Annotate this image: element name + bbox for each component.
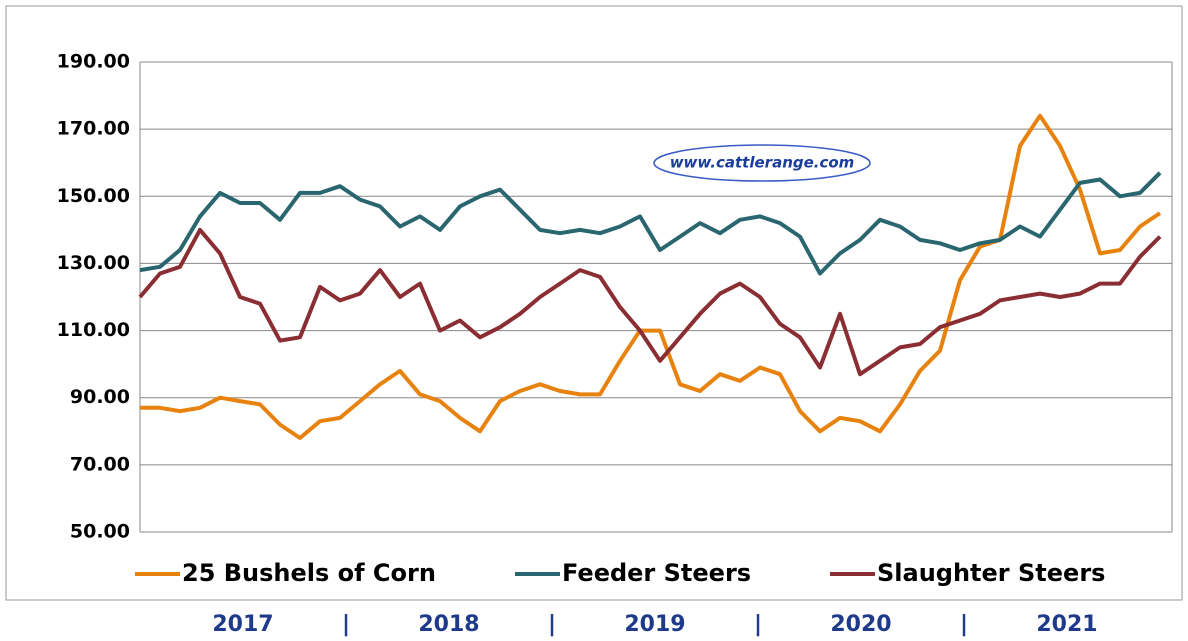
x-label: 2020 [830,612,891,637]
line-series [138,227,1162,377]
x-separator: | [342,612,350,637]
x-label: 2019 [624,612,685,637]
y-tick-label: 110.00 [57,319,130,341]
y-tick-label: 130.00 [57,252,130,274]
line-series [139,171,1162,276]
y-tick-label: 190.00 [57,51,130,73]
legend-label: 25 Bushels of Corn [182,559,436,587]
x-label: 2021 [1036,612,1097,637]
legend-label: Slaughter Steers [877,559,1105,587]
x-separator: | [548,612,556,637]
x-label: 2017 [212,612,273,637]
legend-label: Feeder Steers [562,559,751,587]
x-separator: | [754,612,762,637]
y-tick-label: 170.00 [57,118,130,140]
y-tick-label: 50.00 [70,521,130,543]
watermark-oval [653,144,871,182]
y-tick-label: 90.00 [70,386,130,408]
y-tick-label: 150.00 [57,185,130,207]
x-separator: | [960,612,968,637]
x-label: 2018 [418,612,479,637]
chart-frame [5,5,1183,601]
watermark: www.cattlerange.com [670,154,855,172]
y-tick-label: 70.00 [70,453,130,475]
